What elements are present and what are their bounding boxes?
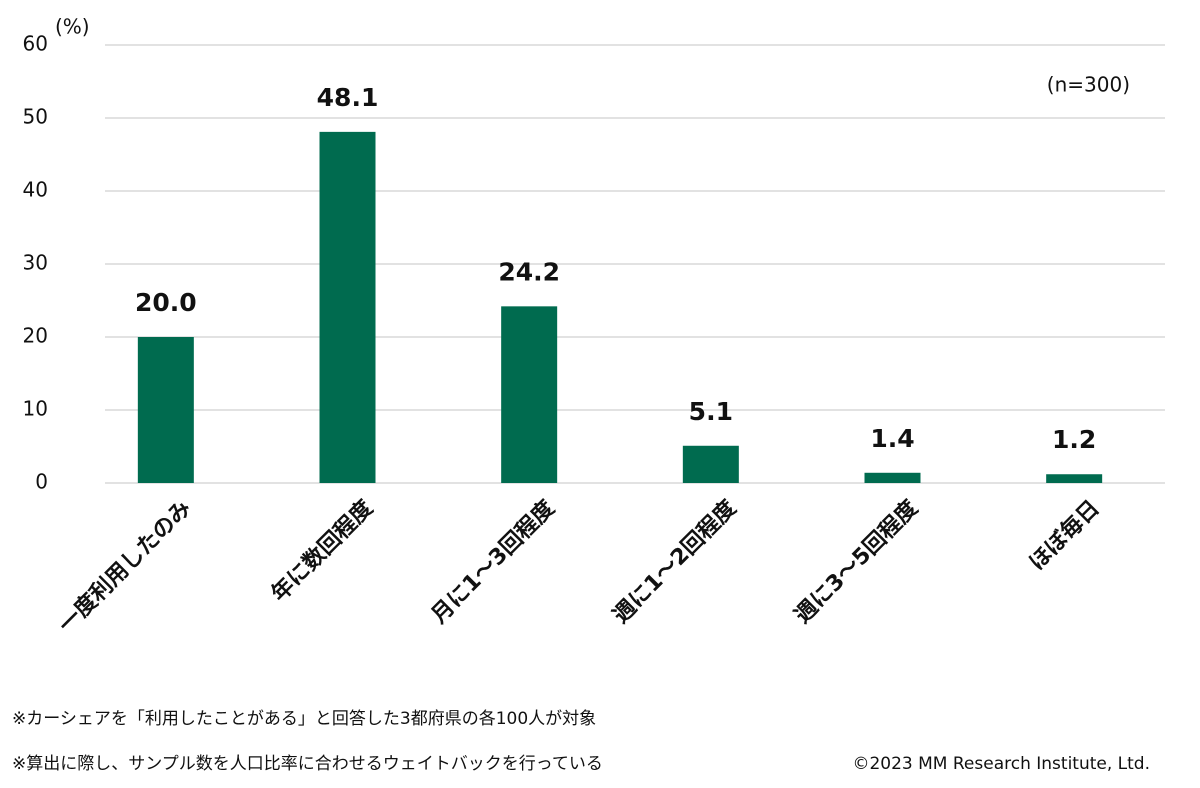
y-tick-label: 10 — [23, 397, 48, 421]
value-label: 20.0 — [135, 288, 197, 317]
y-tick-label: 20 — [23, 324, 48, 348]
copyright: ©2023 MM Research Institute, Ltd. — [852, 754, 1150, 774]
x-tick-label: ほぼ毎日 — [1025, 496, 1105, 576]
value-label: 1.4 — [870, 424, 914, 453]
x-tick-label: 年に数回程度 — [266, 494, 378, 606]
y-tick-label: 40 — [23, 178, 48, 202]
x-tick-label: 一度利用したのみ — [53, 495, 196, 638]
x-tick-label: 週に1～2回程度 — [608, 494, 742, 628]
value-label: 48.1 — [317, 83, 379, 112]
footnote: ※カーシェアを「利用したことがある」と回答した3都府県の各100人が対象 — [12, 709, 596, 729]
axis-unit: (%) — [55, 15, 90, 39]
bar — [864, 472, 921, 483]
annotation: (n=300) — [1047, 73, 1130, 97]
y-tick-label: 50 — [23, 105, 48, 129]
bar — [1046, 474, 1103, 483]
value-label: 1.2 — [1052, 425, 1096, 454]
y-tick-label: 60 — [23, 32, 48, 56]
bar — [501, 306, 558, 483]
x-tick-label: 週に3～5回程度 — [790, 494, 924, 628]
bar — [682, 445, 739, 483]
bar — [319, 131, 376, 483]
value-label: 24.2 — [498, 257, 560, 286]
value-label: 5.1 — [689, 397, 733, 426]
footnote: ※算出に際し、サンプル数を人口比率に合わせるウェイトバックを行っている — [12, 754, 603, 774]
y-tick-label: 30 — [23, 251, 48, 275]
bar — [137, 337, 194, 483]
y-tick-label: 0 — [35, 470, 48, 494]
x-tick-label: 月に1～3回程度 — [426, 494, 561, 629]
